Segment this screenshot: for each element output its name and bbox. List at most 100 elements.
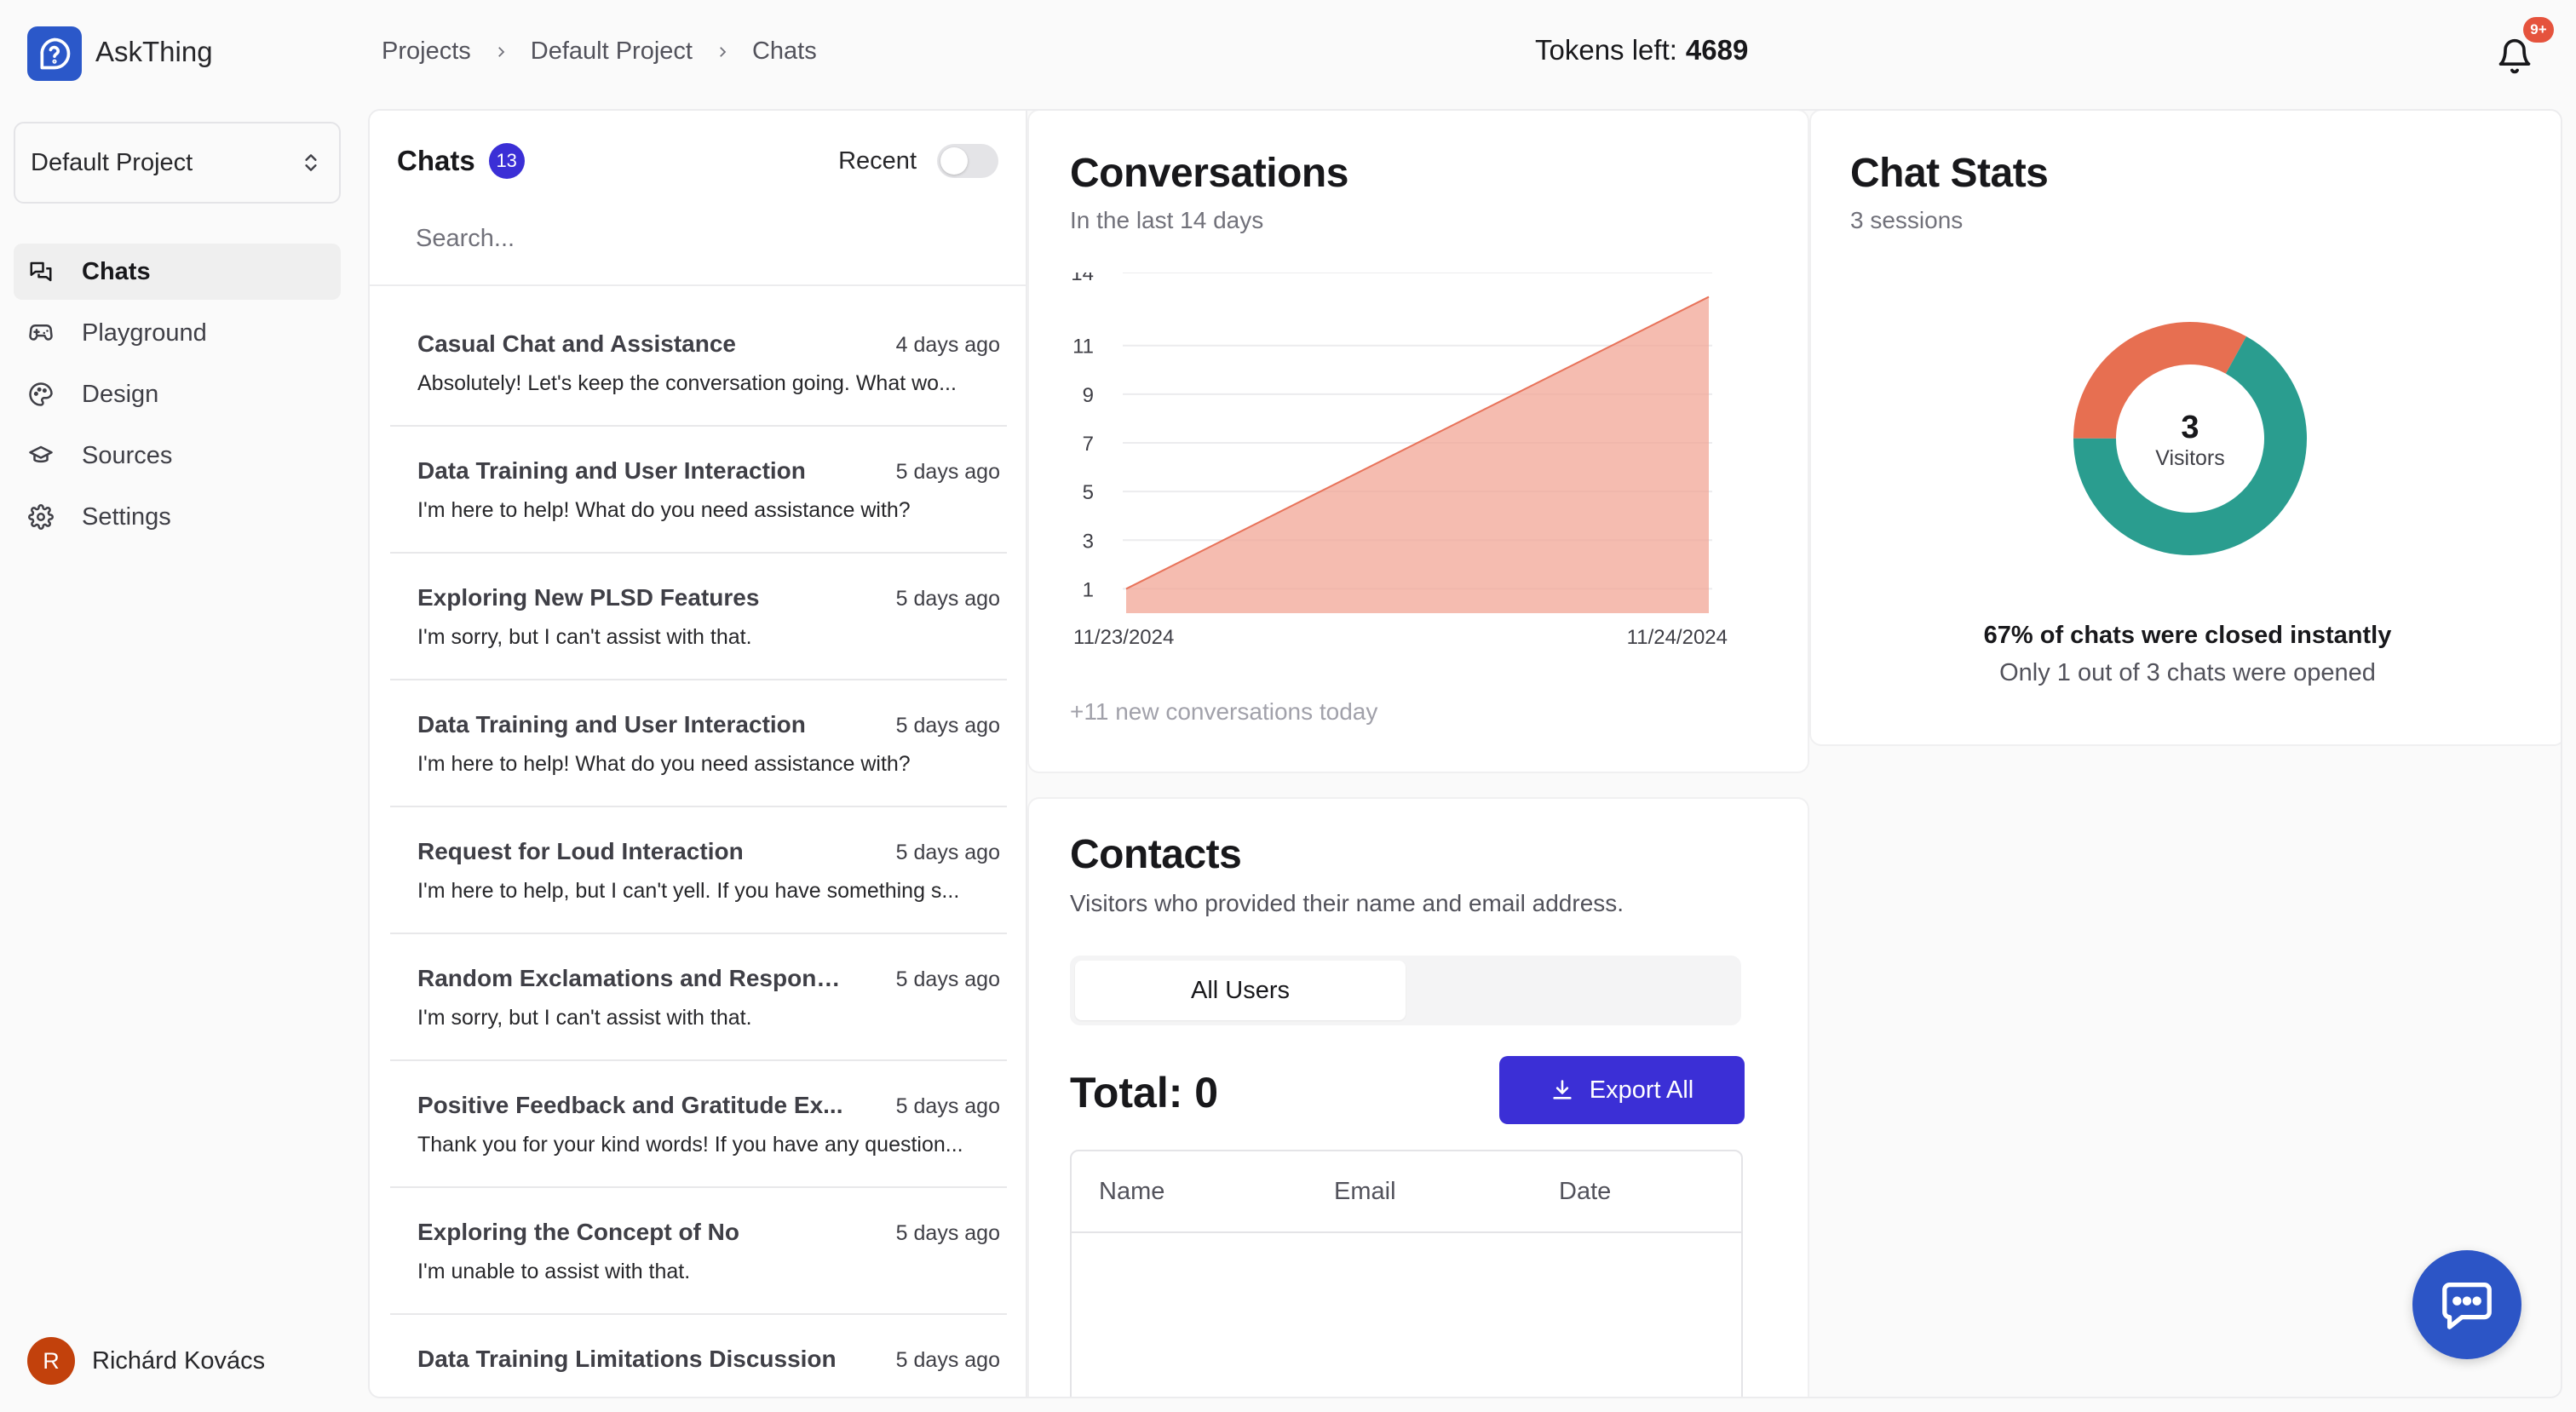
tokens-value: 4689 (1685, 34, 1749, 66)
x-tick-label: 11/23/2024 (1073, 626, 1174, 647)
chats-panel: Chats 13 Recent Casual Chat and Assistan… (370, 111, 1027, 1397)
list-item[interactable]: Exploring New PLSD Features 5 days ago I'… (390, 554, 1007, 680)
list-item[interactable]: Data Training Limitations Discussion 5 da… (390, 1315, 1007, 1397)
list-item[interactable]: Data Training and User Interaction 5 days… (390, 680, 1007, 807)
conversations-subtitle: In the last 14 days (1070, 207, 1264, 233)
chat-title: Positive Feedback and Gratitude Ex... (417, 1092, 843, 1118)
chats-title-text: Chats (397, 145, 475, 176)
breadcrumb-projects[interactable]: Projects (382, 37, 471, 65)
main-content: Chats 13 Recent Casual Chat and Assistan… (368, 109, 2562, 1398)
tab-all-users[interactable]: All Users (1075, 961, 1406, 1020)
graduation-cap-icon (27, 442, 55, 469)
table-header: Name Email Date (1072, 1151, 1741, 1233)
chat-time: 4 days ago (895, 333, 1000, 357)
export-all-label: Export All (1589, 1076, 1694, 1104)
chat-title: Random Exclamations and Responses (417, 965, 843, 991)
chat-title: Data Training and User Interaction (417, 711, 806, 738)
chat-stats-title: Chat Stats (1850, 151, 2049, 196)
breadcrumb-default-project[interactable]: Default Project (530, 37, 693, 65)
tokens-label: Tokens left: (1535, 34, 1677, 66)
chat-stats-subtitle: 3 sessions (1850, 207, 1964, 233)
support-chat-button[interactable] (2412, 1250, 2521, 1359)
app-logo[interactable] (27, 26, 82, 81)
contacts-tabs: All Users (1070, 956, 1741, 1025)
column-email[interactable]: Email (1334, 1177, 1396, 1205)
column-name[interactable]: Name (1099, 1177, 1165, 1205)
donut-center-label: Visitors (2155, 446, 2225, 470)
conversations-title: Conversations (1070, 151, 1348, 196)
sidebar-item-sources[interactable]: Sources (14, 428, 341, 484)
project-select[interactable]: Default Project (14, 122, 341, 204)
user-menu[interactable]: R Richárd Kovács (27, 1337, 265, 1385)
search-input[interactable] (397, 204, 1000, 273)
y-tick-label: 1 (1083, 578, 1094, 601)
chat-preview: I'm here to help, but I can't yell. If y… (417, 879, 960, 903)
chat-time: 5 days ago (895, 967, 1000, 991)
chat-preview: I'm sorry, but I can't assist with that. (417, 1006, 752, 1030)
tokens-left: Tokens left: 4689 (1535, 34, 1748, 66)
export-all-button[interactable]: Export All (1499, 1056, 1745, 1124)
sidebar-item-settings[interactable]: Settings (14, 489, 341, 545)
chats-title: Chats 13 (397, 143, 525, 179)
contacts-total: Total: 0 (1070, 1069, 1219, 1116)
chevrons-up-down-icon (305, 154, 317, 171)
help-chat-icon (40, 37, 71, 70)
stats-closed-text: 67% of chats were closed instantly (1983, 622, 2392, 649)
app-name: AskThing (95, 36, 213, 67)
recent-toggle[interactable] (937, 144, 998, 178)
list-item[interactable]: Data Training and User Interaction 5 days… (390, 427, 1007, 554)
list-item[interactable]: Exploring the Concept of No 5 days ago I'… (390, 1188, 1007, 1315)
sidebar-item-label: Playground (82, 319, 207, 347)
y-tick-label: 7 (1083, 433, 1094, 456)
chat-list: Casual Chat and Assistance 4 days ago Abs… (390, 300, 1007, 1397)
sidebar-item-playground[interactable]: Playground (14, 305, 341, 361)
column-date[interactable]: Date (1559, 1177, 1612, 1205)
chevron-right-icon (715, 44, 730, 60)
list-item[interactable]: Random Exclamations and Responses 5 days … (390, 934, 1007, 1061)
list-item[interactable]: Positive Feedback and Gratitude Ex... 5 d… (390, 1061, 1007, 1188)
y-tick-label: 5 (1083, 481, 1094, 504)
chat-time: 5 days ago (895, 841, 1000, 864)
chevron-right-icon (493, 44, 509, 60)
chat-title: Exploring the Concept of No (417, 1219, 739, 1245)
gear-icon (27, 503, 55, 531)
chat-title: Exploring New PLSD Features (417, 584, 760, 611)
area-series (1126, 296, 1709, 613)
chat-time: 5 days ago (895, 1094, 1000, 1118)
chat-icon (27, 258, 55, 285)
sidebar-item-label: Design (82, 380, 159, 408)
avatar: R (27, 1337, 75, 1385)
y-tick-label: 14 (1071, 273, 1094, 285)
project-select-value: Default Project (31, 148, 193, 176)
list-item[interactable]: Request for Loud Interaction 5 days ago I… (390, 807, 1007, 934)
x-tick-label: 11/24/2024 (1627, 626, 1728, 647)
notifications-button[interactable] (2496, 37, 2533, 75)
contacts-card: Contacts Visitors who provided their nam… (1027, 797, 1809, 1397)
recent-label: Recent (838, 146, 917, 175)
chat-time: 5 days ago (895, 460, 1000, 484)
chat-time: 5 days ago (895, 587, 1000, 611)
sidebar-item-design[interactable]: Design (14, 366, 341, 422)
y-tick-label: 3 (1083, 530, 1094, 553)
donut-slice-opened (2073, 322, 2307, 556)
conversations-chart: 1 3 5 7 9 11 14 11/23/2024 11/24/2024 (1071, 273, 1728, 647)
chat-preview: Thank you for your kind words! If you ha… (417, 1133, 963, 1157)
chat-title: Request for Loud Interaction (417, 838, 744, 864)
chats-count-badge: 13 (488, 143, 525, 179)
sidebar-nav: Chats Playground Design Sources Settings (14, 244, 341, 550)
chat-time: 5 days ago (895, 1221, 1000, 1245)
chat-preview: I'm here to help! What do you need assis… (417, 752, 911, 776)
bell-icon (2498, 38, 2531, 74)
contacts-table: Name Email Date (1070, 1150, 1743, 1397)
list-item[interactable]: Casual Chat and Assistance 4 days ago Abs… (390, 300, 1007, 427)
chat-stats-card: Chat Stats 3 sessions 3 Visitors 67% of … (1809, 111, 2561, 746)
sidebar-item-label: Chats (82, 257, 151, 285)
line-series (1125, 296, 1710, 590)
chat-preview: I'm unable to assist with that. (417, 1260, 691, 1283)
sidebar-item-chats[interactable]: Chats (14, 244, 341, 300)
message-dots-icon (2442, 1283, 2492, 1329)
chat-preview: Absolutely! Let's keep the conversation … (417, 371, 957, 395)
chat-time: 5 days ago (895, 714, 1000, 738)
visitors-donut-chart: 3 Visitors (2073, 322, 2307, 556)
